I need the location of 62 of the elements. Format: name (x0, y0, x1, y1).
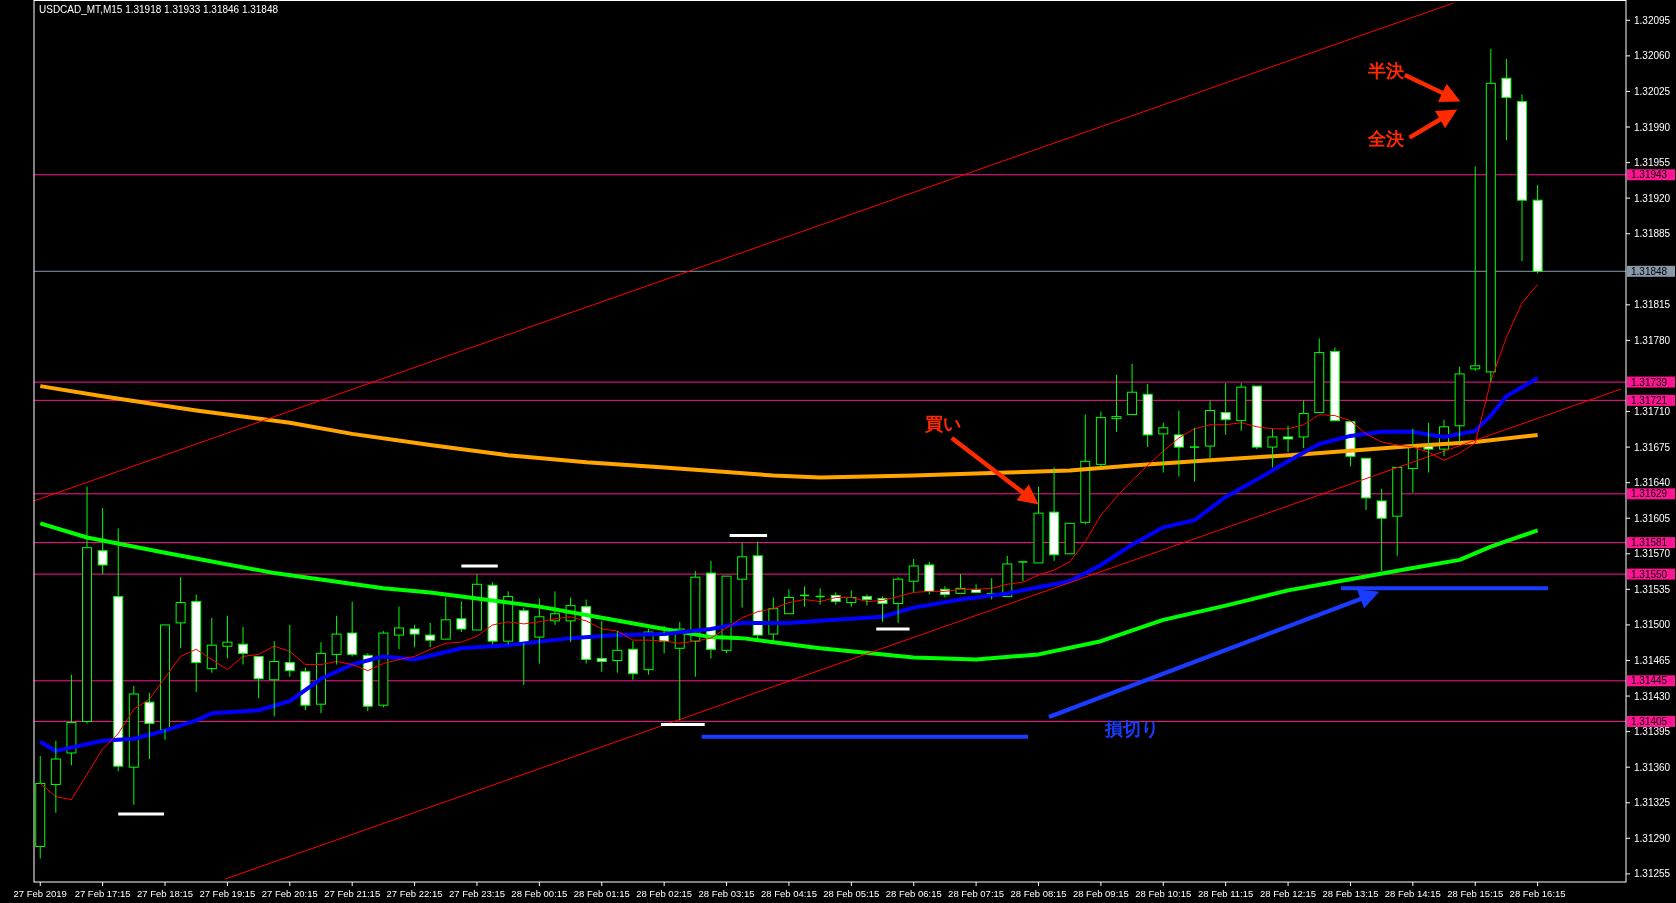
y-tick-label: 1.31465 (1634, 654, 1671, 666)
x-tick-label: 27 Feb 18:15 (137, 888, 194, 899)
ref-line-label: 1.31943 (1631, 169, 1668, 181)
y-tick-label: 1.31325 (1634, 797, 1671, 809)
x-tick-label: 27 Feb 21:15 (324, 888, 381, 899)
y-tick-label: 1.31430 (1634, 690, 1671, 702)
y-tick-label: 1.32025 (1634, 85, 1671, 97)
y-tick-label: 1.31815 (1634, 299, 1671, 311)
x-tick-label: 27 Feb 23:15 (448, 888, 505, 899)
x-tick-label: 28 Feb 11:15 (1198, 888, 1254, 899)
x-tick-label: 28 Feb 07:15 (948, 888, 1005, 899)
x-tick-label: 28 Feb 15:15 (1447, 888, 1504, 899)
y-tick-label: 1.31395 (1634, 726, 1671, 738)
annotation: 損切り (1104, 717, 1160, 739)
y-tick-label: 1.31255 (1634, 868, 1671, 880)
x-tick-label: 28 Feb 03:15 (698, 888, 755, 899)
y-tick-label: 1.31710 (1634, 406, 1671, 418)
x-tick-label: 28 Feb 10:15 (1135, 888, 1192, 899)
x-tick-label: 28 Feb 09:15 (1072, 888, 1129, 899)
ref-line-label: 1.31629 (1631, 488, 1668, 500)
x-tick-label: 28 Feb 16:15 (1509, 888, 1566, 899)
x-tick-label: 28 Feb 14:15 (1384, 888, 1441, 899)
x-tick-label: 28 Feb 12:15 (1260, 888, 1317, 899)
ref-line-label: 1.31721 (1631, 394, 1668, 406)
x-tick-label: 27 Feb 17:15 (74, 888, 131, 899)
annotation: 買い (924, 413, 962, 435)
y-tick-label: 1.31605 (1634, 512, 1671, 524)
ref-line-label: 1.31581 (1631, 537, 1668, 549)
y-tick-label: 1.31360 (1634, 761, 1671, 773)
x-tick-label: 28 Feb 01:15 (573, 888, 630, 899)
y-tick-label: 1.31920 (1634, 192, 1671, 204)
ref-line-label: 1.31848 (1631, 265, 1668, 277)
y-tick-label: 1.31500 (1634, 619, 1671, 631)
y-tick-label: 1.31885 (1634, 228, 1671, 240)
annotation: 全決 (1366, 127, 1405, 149)
x-tick-label: 28 Feb 13:15 (1322, 888, 1379, 899)
x-tick-label: 27 Feb 2019 (13, 888, 67, 899)
y-tick-label: 1.31570 (1634, 548, 1671, 560)
y-tick-label: 1.31675 (1634, 441, 1671, 453)
y-tick-label: 1.31535 (1634, 583, 1671, 595)
x-tick-label: 27 Feb 20:15 (261, 888, 318, 899)
chart-title: USDCAD_MT,M15 1.31918 1.31933 1.31846 1.31848 (39, 4, 279, 15)
x-tick-label: 28 Feb 00:15 (511, 888, 568, 899)
x-tick-label: 28 Feb 02:15 (636, 888, 693, 899)
ref-line-label: 1.31405 (1631, 715, 1668, 727)
y-tick-label: 1.31780 (1634, 334, 1671, 346)
ref-line-label: 1.31445 (1631, 675, 1668, 687)
x-tick-label: 28 Feb 04:15 (760, 888, 817, 899)
x-tick-label: 27 Feb 22:15 (386, 888, 443, 899)
y-tick-label: 1.32060 (1634, 50, 1671, 62)
x-tick-label: 27 Feb 19:15 (199, 888, 256, 899)
y-tick-label: 1.31290 (1634, 832, 1671, 844)
x-tick-label: 28 Feb 06:15 (885, 888, 942, 899)
annotation: 半決 (1366, 59, 1405, 81)
y-tick-label: 1.32095 (1634, 14, 1671, 26)
y-tick-label: 1.31990 (1634, 121, 1671, 133)
x-tick-label: 28 Feb 08:15 (1010, 888, 1067, 899)
ref-line-label: 1.31739 (1631, 376, 1668, 388)
x-tick-label: 28 Feb 05:15 (823, 888, 880, 899)
y-tick-label: 1.31640 (1634, 477, 1671, 489)
y-tick-label: 1.31955 (1634, 157, 1671, 169)
ref-line-label: 1.31550 (1631, 568, 1668, 580)
